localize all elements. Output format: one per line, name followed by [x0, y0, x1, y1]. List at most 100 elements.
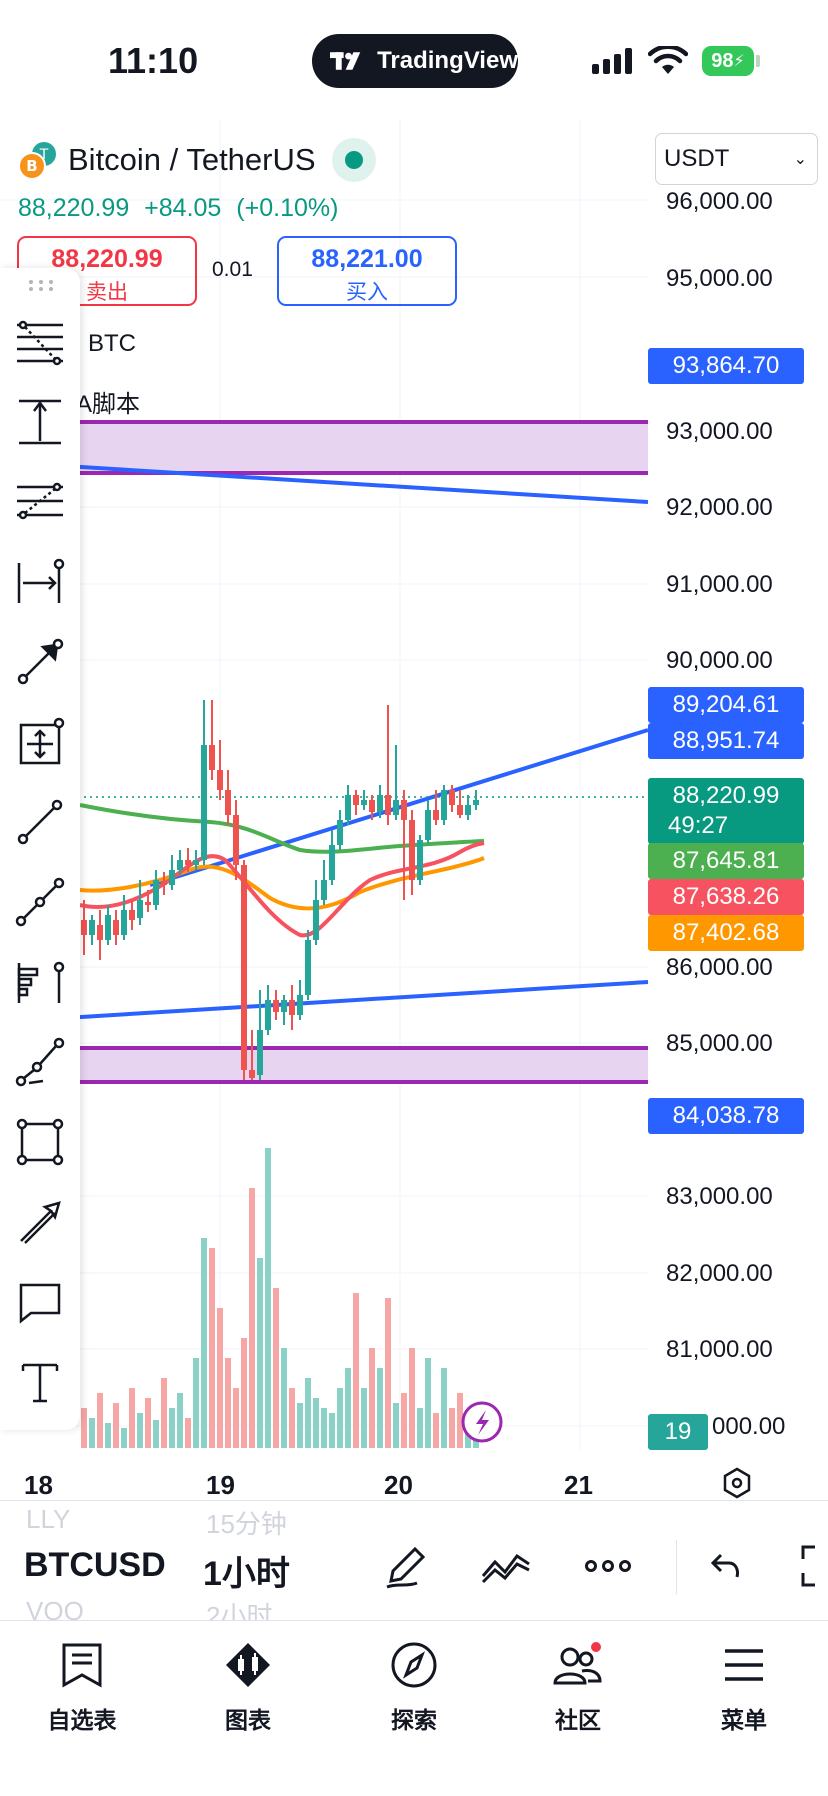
trendline-lower[interactable]	[0, 980, 649, 1024]
price-badge[interactable]: 88,951.74	[648, 723, 804, 759]
candle-body	[257, 1030, 263, 1075]
watchlist-icon	[62, 1643, 102, 1688]
price-badge[interactable]: 93,864.70	[648, 348, 804, 384]
status-bar: 11:10 TradingView 98 ⚡	[0, 0, 828, 122]
nav-watchlist[interactable]: 自选表	[22, 1635, 142, 1735]
price-badge[interactable]: 89,204.61	[648, 687, 804, 723]
volume-bar	[169, 1408, 175, 1448]
path-tool-icon[interactable]	[10, 1032, 70, 1092]
flash-icon[interactable]	[461, 1401, 503, 1443]
rectangle-tool-icon[interactable]	[10, 1112, 70, 1172]
battery-tip	[756, 55, 760, 67]
candle-body	[105, 915, 111, 940]
candle-body	[137, 900, 143, 918]
symbol-header[interactable]: T B Bitcoin / TetherUS	[18, 138, 376, 182]
volume-bar	[241, 1338, 247, 1448]
volume-profile-tool-icon[interactable]	[10, 952, 70, 1012]
volume-bar	[201, 1238, 207, 1448]
candle-body	[281, 1000, 287, 1012]
candle-body	[177, 860, 183, 870]
price-badge[interactable]: 84,038.78	[648, 1098, 804, 1134]
interval-picker-option[interactable]: 15分钟	[206, 1509, 287, 1539]
charging-icon: ⚡	[733, 53, 745, 70]
legend-indicator-2[interactable]: A脚本	[76, 391, 141, 418]
tradingview-pill[interactable]: TradingView	[312, 34, 518, 88]
legend-indicator-1[interactable]: BTC	[88, 330, 136, 357]
candle-body	[401, 800, 407, 820]
candle-body	[385, 795, 391, 815]
candle-body	[161, 882, 167, 885]
menu-icon	[725, 1649, 763, 1681]
comment-tool-icon[interactable]	[10, 1272, 70, 1332]
symbol-picker-option[interactable]: LLY	[26, 1504, 71, 1534]
volume-bar	[345, 1368, 351, 1448]
fib-channel-tool-icon[interactable]	[10, 472, 70, 532]
volume-bar	[393, 1403, 399, 1448]
trendline-upper[interactable]	[0, 460, 649, 504]
candle-body	[353, 795, 359, 805]
candle-body	[289, 1000, 295, 1015]
position-box-tool-icon[interactable]	[10, 712, 70, 772]
nav-explore[interactable]: 探索	[354, 1635, 474, 1735]
clock: 11:10	[108, 40, 199, 81]
nav-community[interactable]: 社区	[518, 1635, 638, 1735]
symbol-title[interactable]: Bitcoin / TetherUS	[68, 142, 316, 177]
price-axis-label: 91,000.00	[666, 571, 773, 598]
tradingview-logo-icon	[330, 52, 361, 70]
market-status-dot[interactable]	[331, 138, 376, 182]
volume-bar	[409, 1348, 415, 1448]
price-change: +84.05	[144, 194, 222, 222]
multi-point-line-tool-icon[interactable]	[10, 872, 70, 932]
candle-body	[113, 920, 119, 935]
drag-handle-icon[interactable]	[28, 278, 54, 291]
last-price: 88,220.99	[18, 194, 130, 222]
toolbar-divider	[676, 1540, 677, 1594]
volume-bar	[321, 1408, 327, 1448]
volume-bar	[361, 1388, 367, 1448]
date-range-tool-icon[interactable]	[10, 552, 70, 612]
arrow-line-tool-icon[interactable]	[10, 632, 70, 692]
bottom-navigation: 自选表 图表 探索 社区 菜单	[0, 1620, 828, 1796]
indicators-icon[interactable]	[478, 1538, 534, 1594]
undo-icon[interactable]	[698, 1538, 754, 1594]
volume-bar	[385, 1298, 391, 1448]
candle-body	[465, 805, 471, 815]
nav-menu[interactable]: 菜单	[684, 1635, 804, 1735]
currency-select[interactable]: USDT ⌄	[655, 133, 818, 185]
arrow-tool-icon[interactable]	[10, 1192, 70, 1252]
draw-pen-icon[interactable]	[378, 1538, 434, 1594]
tradingview-pill-label: TradingView	[377, 47, 518, 74]
ma-green-badge: 87,645.81	[648, 843, 804, 879]
chart-settings-icon[interactable]	[720, 1466, 754, 1500]
nav-chart[interactable]: 图表	[188, 1635, 308, 1735]
symbol-picker[interactable]: BTCUSD	[24, 1546, 166, 1584]
candle-body	[377, 795, 383, 812]
candle-body	[441, 790, 447, 820]
price-axis-label: 82,000.00	[666, 1260, 773, 1287]
candle-body	[305, 940, 311, 995]
sell-label: 卖出	[86, 281, 128, 304]
nav-label: 图表	[225, 1707, 271, 1733]
text-tool-icon[interactable]	[10, 1352, 70, 1412]
candle-body	[393, 800, 399, 815]
interval-picker[interactable]: 1小时	[203, 1555, 290, 1593]
volume-bar	[129, 1388, 135, 1448]
price-chart[interactable]	[0, 120, 828, 1450]
more-icon[interactable]	[580, 1538, 636, 1594]
candle-body	[201, 745, 207, 860]
date-axis-label: 21	[564, 1470, 593, 1500]
trend-line-tool-icon[interactable]	[10, 792, 70, 852]
fib-retracement-tool-icon[interactable]	[10, 312, 70, 372]
volume-bar	[441, 1368, 447, 1448]
vertical-measure-tool-icon[interactable]	[10, 392, 70, 452]
fullscreen-icon[interactable]	[790, 1538, 828, 1594]
candle-body	[297, 995, 303, 1015]
volume-bar	[305, 1378, 311, 1448]
svg-text:T: T	[39, 147, 49, 163]
ma-green	[79, 803, 485, 854]
ma-orange-badge: 87,402.68	[648, 915, 804, 951]
buy-button[interactable]: 88,221.00 买入	[277, 236, 457, 306]
price-axis-label: 93,000.00	[666, 418, 773, 445]
chart-icon	[226, 1643, 270, 1687]
compass-icon	[391, 1642, 437, 1688]
